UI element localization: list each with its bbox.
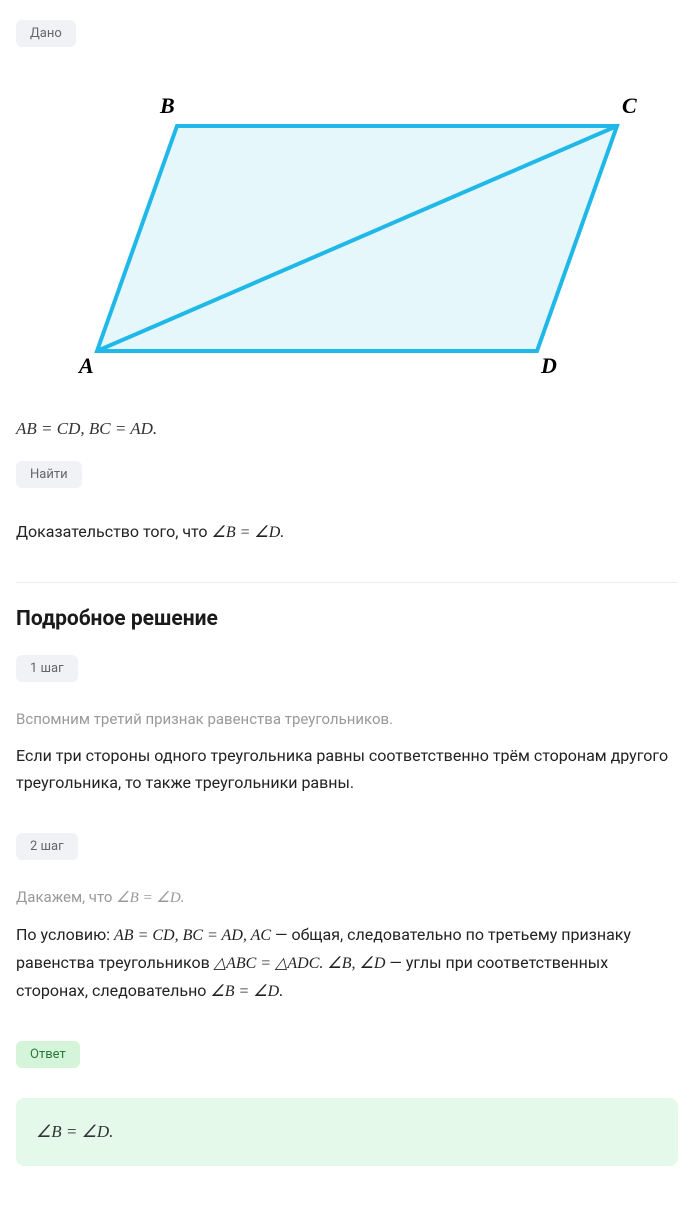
answer-box: ∠B = ∠D.	[16, 1098, 678, 1166]
vertex-b-label: B	[159, 93, 175, 118]
find-prefix: Доказательство того, что	[16, 522, 211, 541]
badge-step1: 1 шаг	[16, 655, 78, 682]
step1-text: Если три стороны одного треугольника рав…	[16, 742, 678, 796]
step1-intro: Вспомним третий признак равенства треуго…	[16, 710, 678, 728]
step2-intro: Дакажем, что ∠B = ∠D.	[16, 888, 678, 907]
figure-parallelogram: A B C D	[16, 71, 678, 391]
step2-1f: ∠B = ∠D.	[210, 983, 283, 1000]
given-equation: AB = CD, BC = AD.	[16, 419, 678, 439]
step2-text: По условию: AB = CD, BC = AD, AC — общая…	[16, 921, 678, 1006]
find-math: ∠B = ∠D.	[211, 524, 284, 541]
vertex-d-label: D	[540, 353, 557, 378]
find-text: Доказательство того, что ∠B = ∠D.	[16, 518, 678, 546]
vertex-a-label: A	[77, 353, 94, 378]
answer-math: ∠B = ∠D.	[36, 1122, 658, 1142]
vertex-c-label: C	[622, 93, 637, 118]
step2-intro-prefix: Дакажем, что	[16, 888, 116, 906]
parallelogram-svg: A B C D	[27, 71, 667, 391]
badge-answer: Ответ	[16, 1041, 80, 1068]
step2-1b: AB = CD, BC = AD, AC	[114, 927, 271, 944]
solution-title: Подробное решение	[16, 607, 678, 631]
badge-step2: 2 шаг	[16, 833, 78, 860]
step2-1d: △ABC = △ADC. ∠B, ∠D	[214, 955, 386, 972]
step2-1a: По условию:	[16, 925, 114, 944]
badge-find: Найти	[16, 461, 82, 488]
step2-intro-math: ∠B = ∠D.	[116, 890, 184, 906]
badge-given: Дано	[16, 20, 76, 47]
section-divider	[16, 582, 678, 583]
